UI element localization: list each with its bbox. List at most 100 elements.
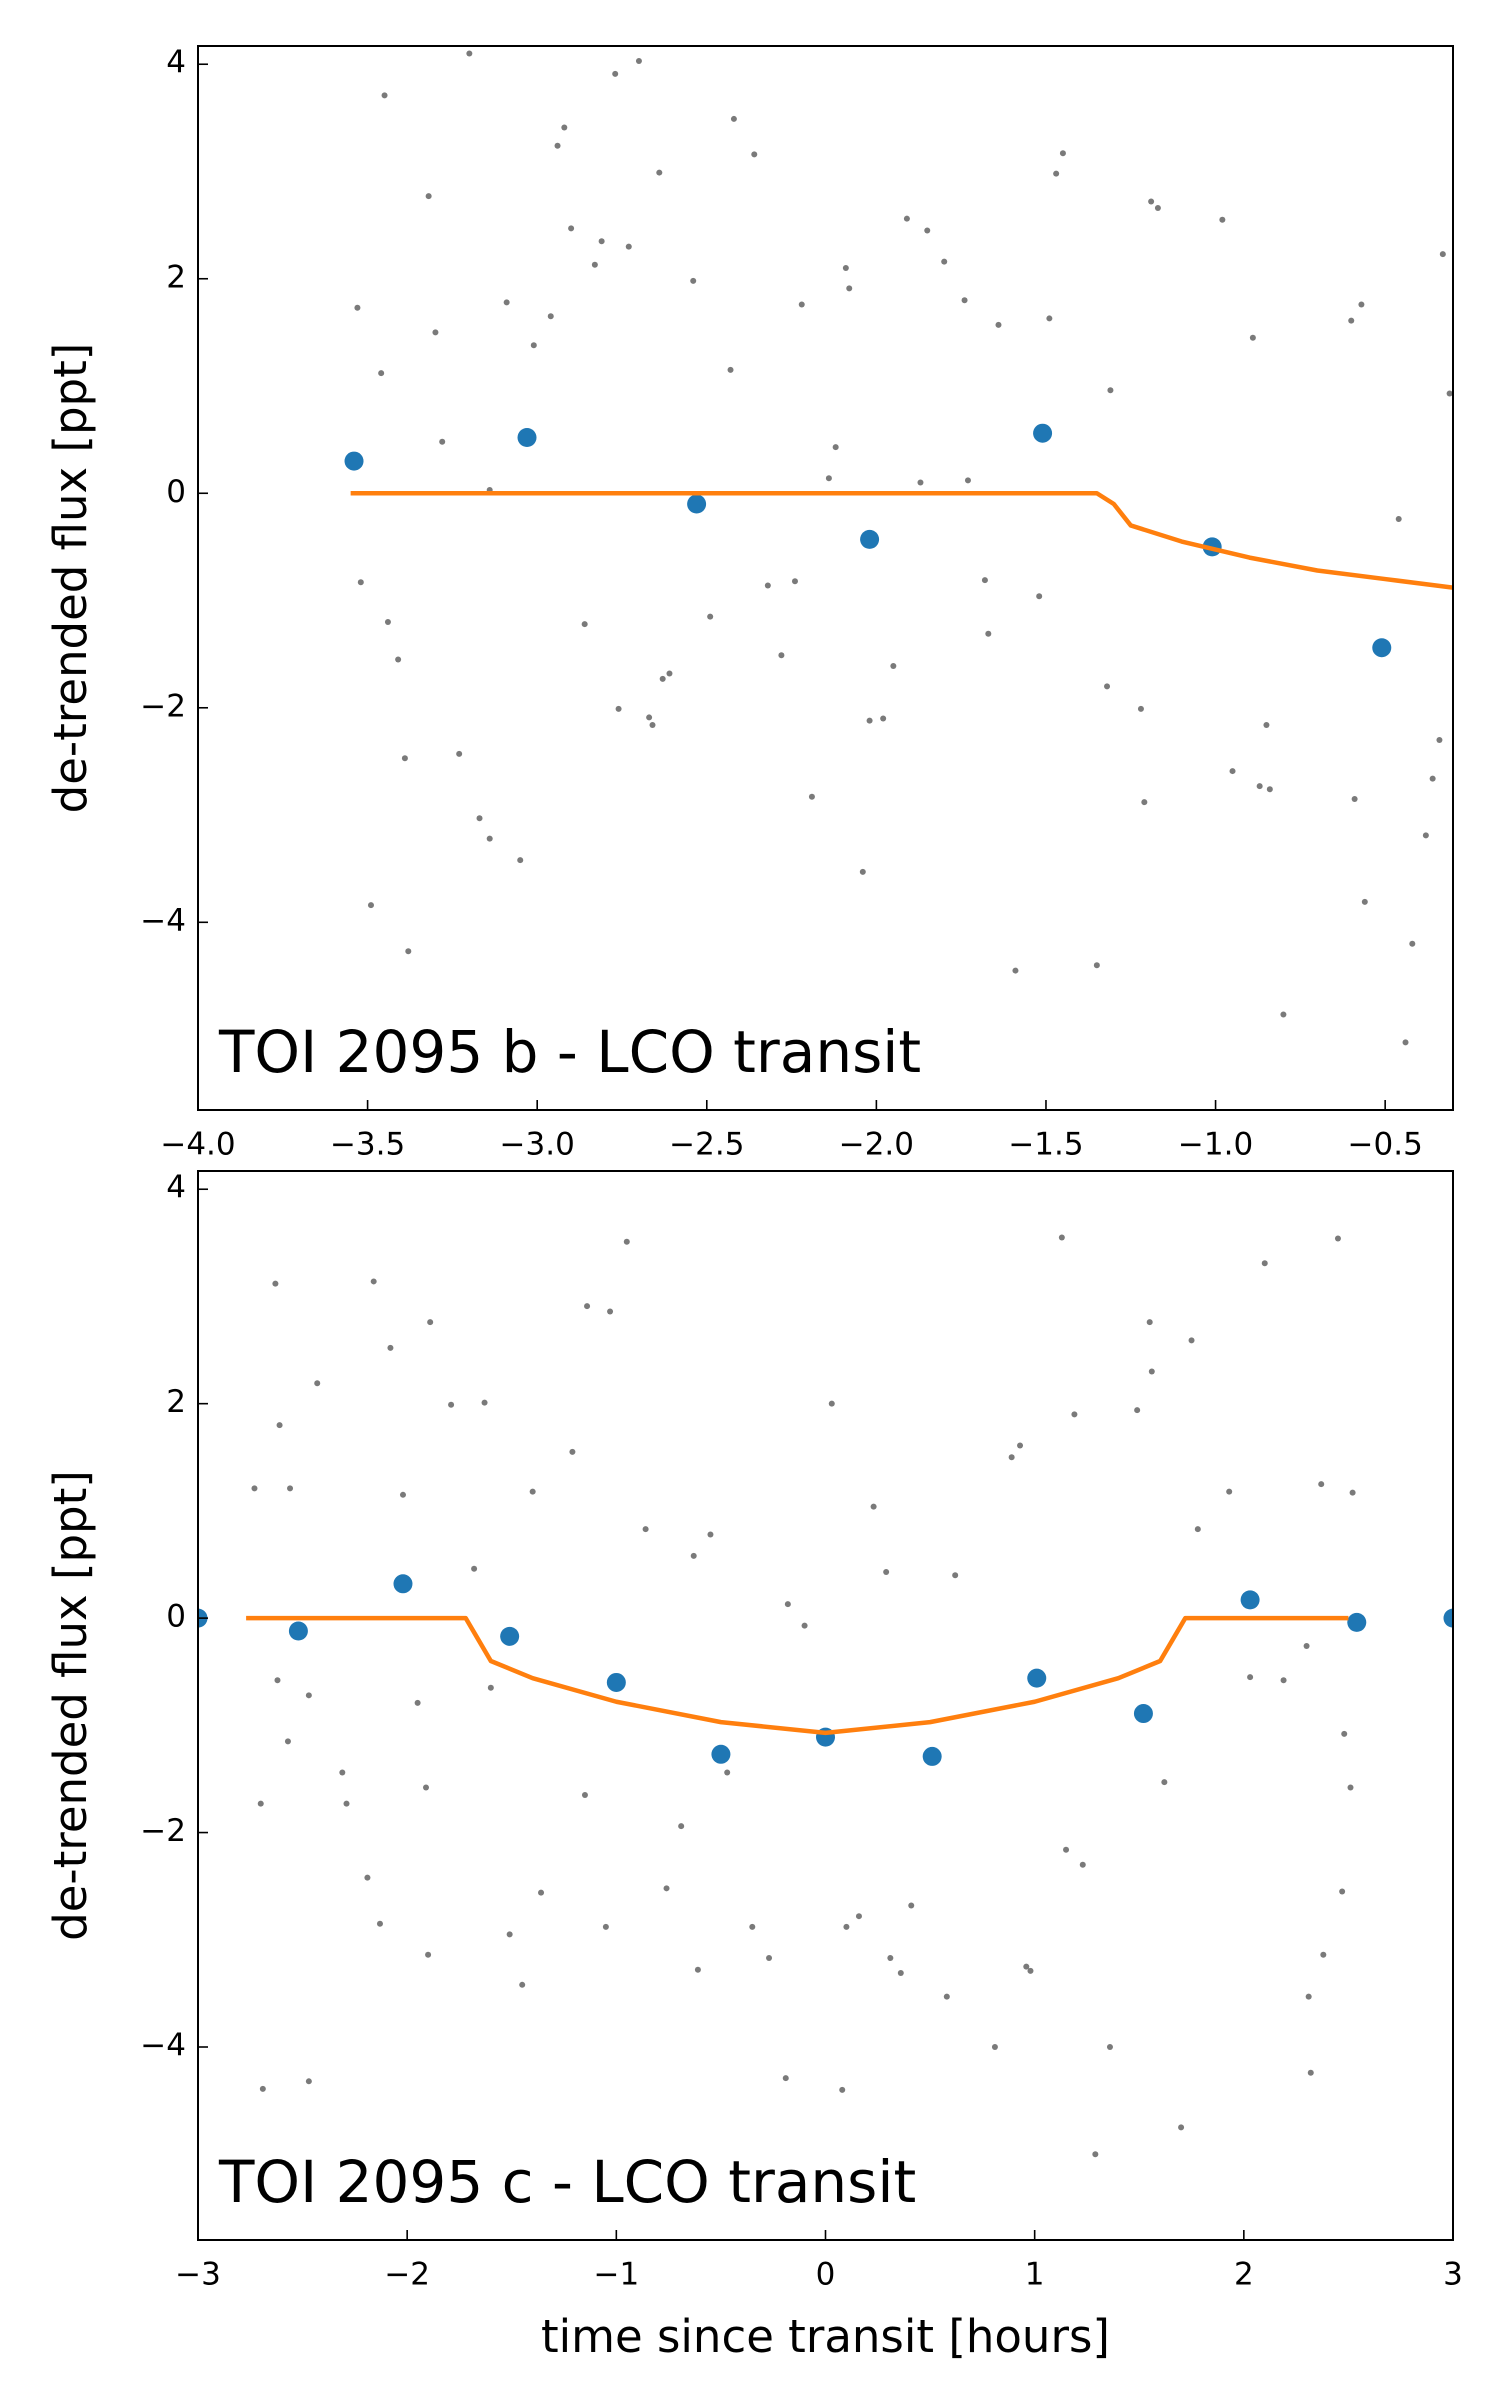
data-point [808, 793, 815, 800]
data-point [1339, 1888, 1346, 1895]
data-point [376, 1920, 383, 1927]
data-point [766, 1955, 773, 1962]
data-point [481, 1399, 488, 1406]
data-point [1229, 768, 1236, 775]
data-point [1256, 783, 1263, 790]
data-point [1436, 736, 1443, 743]
data-point [257, 1800, 264, 1807]
data-point [378, 370, 385, 377]
data-point [952, 1572, 959, 1579]
data-point [659, 675, 666, 682]
data-point [538, 1889, 545, 1896]
data-point [1446, 390, 1453, 397]
data-point [427, 1319, 434, 1326]
data-point [649, 721, 656, 728]
data-point [1395, 516, 1402, 523]
data-point [1058, 1234, 1065, 1241]
data-point [456, 750, 463, 757]
data-point [1247, 1674, 1254, 1681]
data-point [615, 705, 622, 712]
axes-frame [197, 1170, 1454, 2241]
data-point [917, 479, 924, 486]
data-point [517, 857, 524, 864]
data-point [842, 265, 849, 272]
data-point [839, 2086, 846, 2093]
data-point [1092, 2151, 1099, 2158]
data-point [694, 1966, 701, 1973]
data-point [1027, 1967, 1034, 1974]
data-point [357, 579, 364, 586]
data-point [832, 444, 839, 451]
data-point [870, 1503, 877, 1510]
data-point [367, 902, 374, 909]
data-point [486, 835, 493, 842]
data-point [591, 261, 598, 268]
data-point [1141, 799, 1148, 806]
data-point [439, 438, 446, 445]
data-point [381, 92, 388, 99]
data-point [305, 2078, 312, 2085]
data-point [663, 1885, 670, 1892]
data-point [801, 1622, 808, 1629]
data-point [908, 1902, 915, 1909]
data-point [890, 662, 897, 669]
data-point [343, 1800, 350, 1807]
data-point [1351, 795, 1358, 802]
data-point [1107, 387, 1114, 394]
data-point [305, 1692, 312, 1699]
binned-point [1027, 1668, 1047, 1688]
data-point [1148, 198, 1155, 205]
annotation: TOI 2095 c - LCO transit [218, 2148, 916, 2216]
data-point [1063, 1846, 1070, 1853]
data-point [1280, 1677, 1287, 1684]
data-point [1305, 1993, 1312, 2000]
data-point [471, 1565, 478, 1572]
data-point [690, 277, 697, 284]
y-tick-label: 2 [166, 259, 186, 295]
data-point [724, 1769, 731, 1776]
data-point [991, 2044, 998, 2051]
data-point [1008, 1454, 1015, 1461]
data-point [287, 1485, 294, 1492]
data-point [751, 151, 758, 158]
data-point [1104, 683, 1111, 690]
data-point [625, 243, 632, 250]
data-point [1402, 1039, 1409, 1046]
x-tick-label: −1.0 [1178, 1127, 1253, 1163]
data-point [778, 652, 785, 659]
data-point [1348, 317, 1355, 324]
x-tick-label: −4.0 [160, 1127, 235, 1163]
data-point [623, 1238, 630, 1245]
data-point [364, 1874, 371, 1881]
data-point [843, 1923, 850, 1930]
binned-point [288, 1621, 308, 1641]
data-point [1266, 786, 1273, 793]
data-point [339, 1769, 346, 1776]
binned-point [1033, 423, 1053, 443]
data-point [466, 50, 473, 57]
data-point [678, 1823, 685, 1830]
data-point [272, 1280, 279, 1287]
data-point [581, 621, 588, 628]
data-point [730, 115, 737, 122]
data-point [964, 477, 971, 484]
y-tick-label: 2 [166, 1384, 186, 1420]
data-point [941, 258, 948, 265]
data-point [995, 321, 1002, 328]
data-point [1134, 1407, 1141, 1414]
data-point [828, 1400, 835, 1407]
data-point [707, 613, 714, 620]
data-point [1320, 1951, 1327, 1958]
data-point [635, 58, 642, 65]
data-point [529, 1488, 536, 1495]
x-tick-label: −2.5 [669, 1127, 744, 1163]
y-tick-label: −4 [140, 903, 186, 939]
data-point [581, 1792, 588, 1799]
data-point [607, 1308, 614, 1315]
data-point [561, 124, 568, 131]
data-point [554, 142, 561, 149]
binned-point [1240, 1590, 1260, 1610]
data-point [1358, 301, 1365, 308]
data-point [1137, 705, 1144, 712]
x-tick-label: −3.0 [500, 1127, 575, 1163]
